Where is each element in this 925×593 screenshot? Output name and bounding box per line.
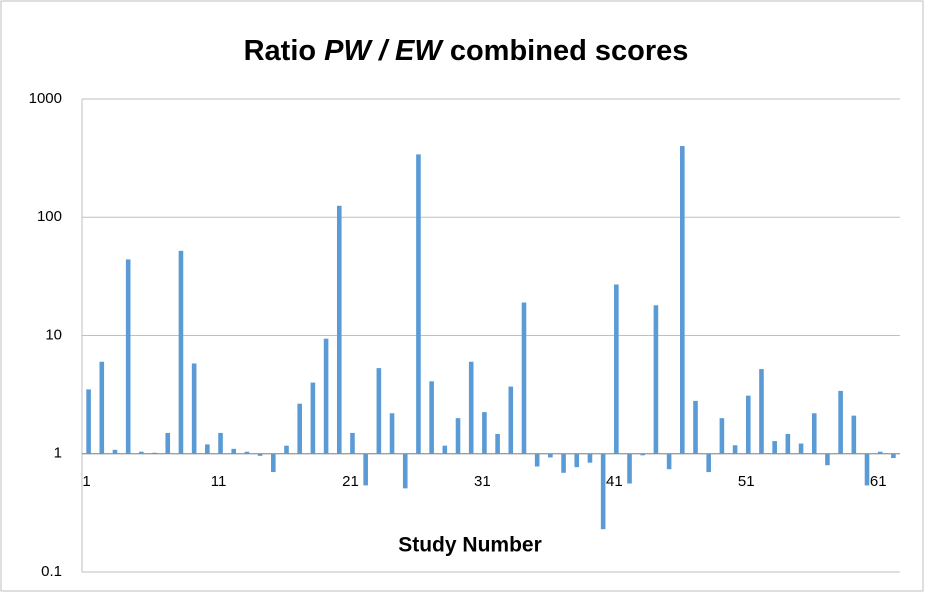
bar — [218, 432, 223, 454]
bar — [811, 413, 817, 454]
bar — [99, 361, 105, 454]
bar — [257, 453, 263, 456]
bar — [442, 445, 448, 454]
y-tick-label: 0.1 — [41, 563, 62, 580]
bar — [798, 443, 804, 454]
bar — [851, 415, 857, 454]
bar — [297, 403, 302, 454]
bar — [891, 453, 896, 459]
title-part: combined scores — [442, 35, 689, 67]
bar — [244, 451, 250, 454]
bar — [745, 395, 751, 454]
bar — [323, 338, 329, 454]
x-tick-label: 1 — [82, 473, 90, 490]
x-tick-label: 31 — [474, 473, 491, 490]
title-part: Ratio — [244, 35, 325, 67]
bar — [825, 453, 830, 466]
bar — [402, 453, 408, 489]
bar — [152, 452, 157, 454]
x-tick-label: 21 — [342, 473, 359, 490]
title-part: PW / EW — [324, 35, 444, 67]
bar — [336, 205, 342, 454]
bar — [112, 449, 118, 454]
bar — [640, 453, 646, 456]
bar — [86, 389, 91, 454]
bar — [548, 453, 553, 458]
bar — [125, 259, 131, 454]
bar — [482, 412, 487, 454]
bar — [455, 418, 461, 454]
bar — [231, 448, 237, 454]
bar — [600, 453, 606, 530]
bar — [363, 453, 368, 486]
bar — [759, 369, 764, 454]
bar — [680, 146, 685, 454]
bar — [587, 453, 593, 463]
bar — [165, 432, 171, 454]
bar — [864, 453, 870, 486]
bar — [178, 250, 184, 454]
bar — [468, 361, 474, 454]
bar — [877, 451, 883, 454]
bar — [785, 433, 791, 454]
bar — [534, 453, 540, 467]
y-tick-label: 1000 — [29, 90, 62, 107]
bar — [139, 451, 144, 454]
bar — [205, 444, 210, 454]
bar — [429, 381, 434, 454]
x-tick-label: 61 — [870, 473, 887, 490]
bar — [284, 445, 289, 454]
bar — [574, 453, 580, 468]
bar — [732, 445, 738, 454]
bar — [653, 305, 659, 454]
bar — [706, 453, 711, 473]
bar — [416, 154, 421, 454]
bar — [376, 368, 382, 454]
bar — [838, 390, 843, 454]
bar — [495, 433, 500, 454]
bar — [693, 400, 698, 454]
bar — [772, 441, 777, 454]
x-tick-label: 51 — [738, 473, 755, 490]
bar — [389, 413, 395, 454]
bar — [508, 386, 514, 454]
x-tick-label: 11 — [211, 473, 227, 490]
bar — [350, 432, 355, 454]
bar — [719, 418, 725, 454]
chart-title: Ratio PW / EW combined scores — [244, 35, 689, 67]
bar — [561, 453, 566, 473]
bar — [310, 382, 316, 454]
bar — [627, 453, 632, 484]
y-tick-label: 1 — [54, 445, 62, 462]
x-axis-title: Study Number — [398, 534, 542, 557]
bar — [614, 284, 619, 454]
y-tick-label: 100 — [37, 208, 62, 225]
bar — [271, 453, 276, 473]
bar — [666, 453, 672, 470]
y-tick-label: 10 — [45, 326, 62, 343]
bar — [191, 363, 197, 454]
bar — [521, 302, 527, 454]
x-tick-label: 41 — [606, 473, 623, 490]
